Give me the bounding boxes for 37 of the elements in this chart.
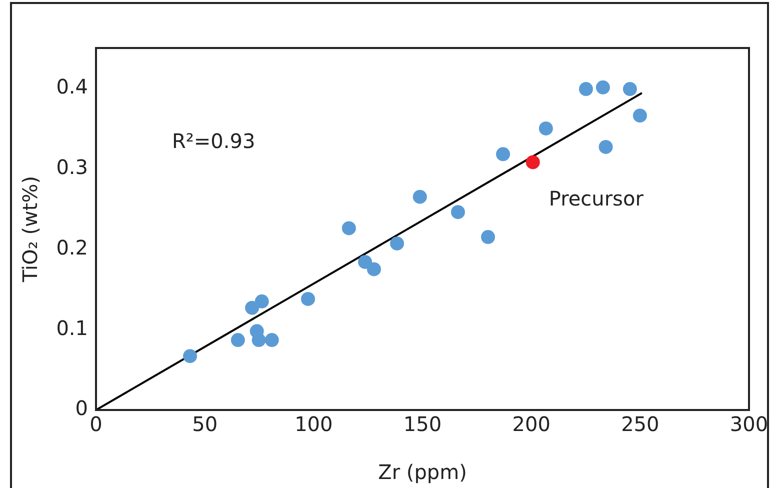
point (450, 205, 465, 220)
point (390, 236, 404, 250)
point (481, 230, 496, 244)
y-tick-label: 0 (75, 396, 88, 420)
point (252, 333, 266, 348)
series-label: Precursor (548, 186, 644, 210)
y-tick-label: 0.1 (56, 316, 88, 340)
x-tick-label: 250 (621, 412, 660, 436)
point (412, 190, 427, 204)
point (358, 254, 372, 269)
point (538, 121, 553, 136)
x-tick-label: 150 (403, 412, 442, 436)
point (632, 108, 647, 123)
point (230, 333, 245, 348)
point (301, 292, 316, 306)
x-tick-label: 100 (294, 412, 333, 436)
point (622, 82, 637, 96)
point (578, 82, 593, 96)
point (254, 294, 269, 308)
point (366, 262, 381, 276)
y-tick-label: 0.4 (56, 74, 88, 98)
y-tick-label: 0.3 (56, 154, 88, 179)
point (596, 80, 610, 94)
point (183, 349, 198, 364)
point (264, 333, 279, 348)
point (342, 221, 356, 236)
x-axis-title: Zr (ppm) (378, 460, 467, 484)
point (598, 140, 613, 154)
y-axis-title: TiO₂ (wt%) (18, 176, 42, 284)
x-tick-label: 50 (192, 412, 218, 436)
point (526, 155, 540, 170)
x-tick-label: 300 (730, 412, 768, 436)
point (245, 300, 260, 315)
x-tick-label: 200 (512, 412, 550, 436)
point (496, 147, 510, 162)
annotation: R²=0.93 (172, 129, 256, 154)
y-tick-label: 0.2 (56, 235, 88, 260)
